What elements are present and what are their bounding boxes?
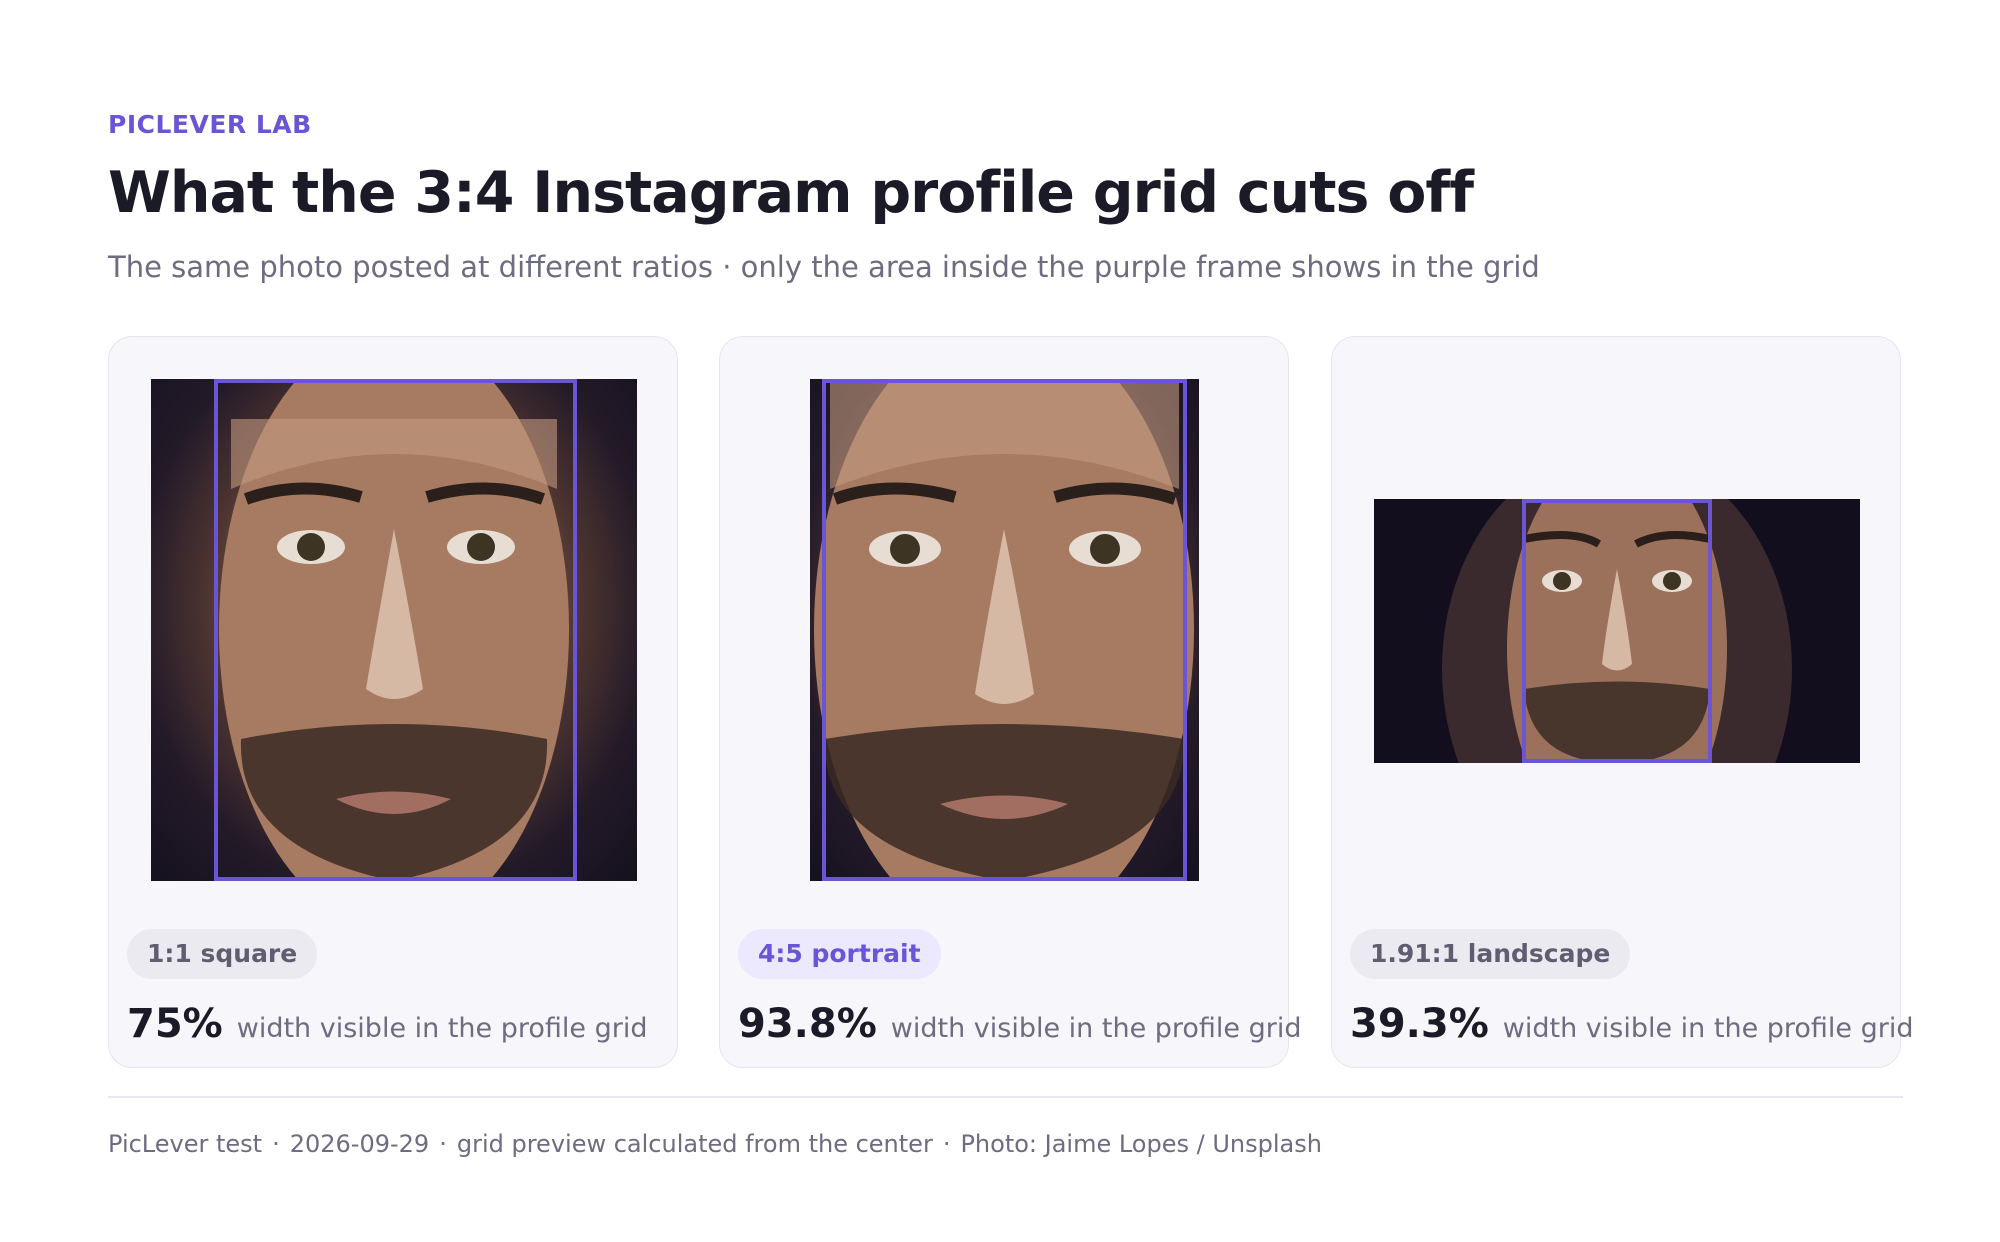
footer-test-label: PicLever test (108, 1130, 263, 1158)
visible-percent: 39.3% (1350, 1001, 1489, 1047)
portrait-photo (219, 379, 569, 881)
ratio-card-square: 1:1 square 75% width visible in the profi… (108, 336, 678, 1068)
footer-divider (108, 1096, 1903, 1098)
grid-crop-frame (822, 379, 1187, 881)
portrait-photo (1374, 499, 1860, 763)
visibility-stat: 39.3% width visible in the profile grid (1350, 1001, 1914, 1047)
footer-method-note: grid preview calculated from the center (456, 1130, 933, 1158)
visibility-stat: 75% width visible in the profile grid (127, 1001, 647, 1047)
footer-separator: · (272, 1130, 280, 1158)
visible-percent: 93.8% (738, 1001, 877, 1047)
visible-description: width visible in the profile grid (1502, 1013, 1914, 1044)
portrait-photo (814, 379, 1194, 881)
ratio-badge: 4:5 portrait (738, 929, 941, 979)
photo-preview (810, 379, 1199, 881)
footer-credits: PicLever test · 2026-09-29 · grid preview ca… (108, 1130, 1322, 1158)
ratio-card-landscape: 1.91:1 landscape 39.3% width visible in t… (1331, 336, 1914, 1068)
ratio-card-portrait: 4:5 portrait 93.8% width visible in the p… (719, 336, 1302, 1068)
footer-separator: · (942, 1130, 951, 1158)
grid-crop-frame (214, 379, 577, 881)
photo-preview (1374, 499, 1860, 763)
footer-photo-credit: Photo: Jaime Lopes / Unsplash (960, 1130, 1322, 1158)
page-title: What the 3:4 Instagram profile grid cuts… (108, 160, 1474, 226)
visibility-stat: 93.8% width visible in the profile grid (738, 1001, 1302, 1047)
ratio-badge: 1.91:1 landscape (1350, 929, 1631, 979)
grid-crop-frame (1522, 499, 1712, 763)
brand-eyebrow: PICLEVER LAB (108, 110, 312, 139)
photo-preview (151, 379, 637, 881)
visible-description: width visible in the profile grid (890, 1013, 1302, 1044)
visible-description: width visible in the profile grid (236, 1013, 648, 1044)
footer-date: 2026-09-29 (289, 1130, 430, 1158)
ratio-badge: 1:1 square (127, 929, 318, 979)
footer-separator: · (439, 1130, 447, 1158)
visible-percent: 75% (127, 1001, 223, 1047)
page-subtitle: The same photo posted at different ratio… (108, 250, 1540, 284)
